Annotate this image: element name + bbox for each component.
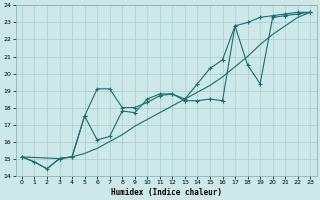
- X-axis label: Humidex (Indice chaleur): Humidex (Indice chaleur): [111, 188, 221, 197]
